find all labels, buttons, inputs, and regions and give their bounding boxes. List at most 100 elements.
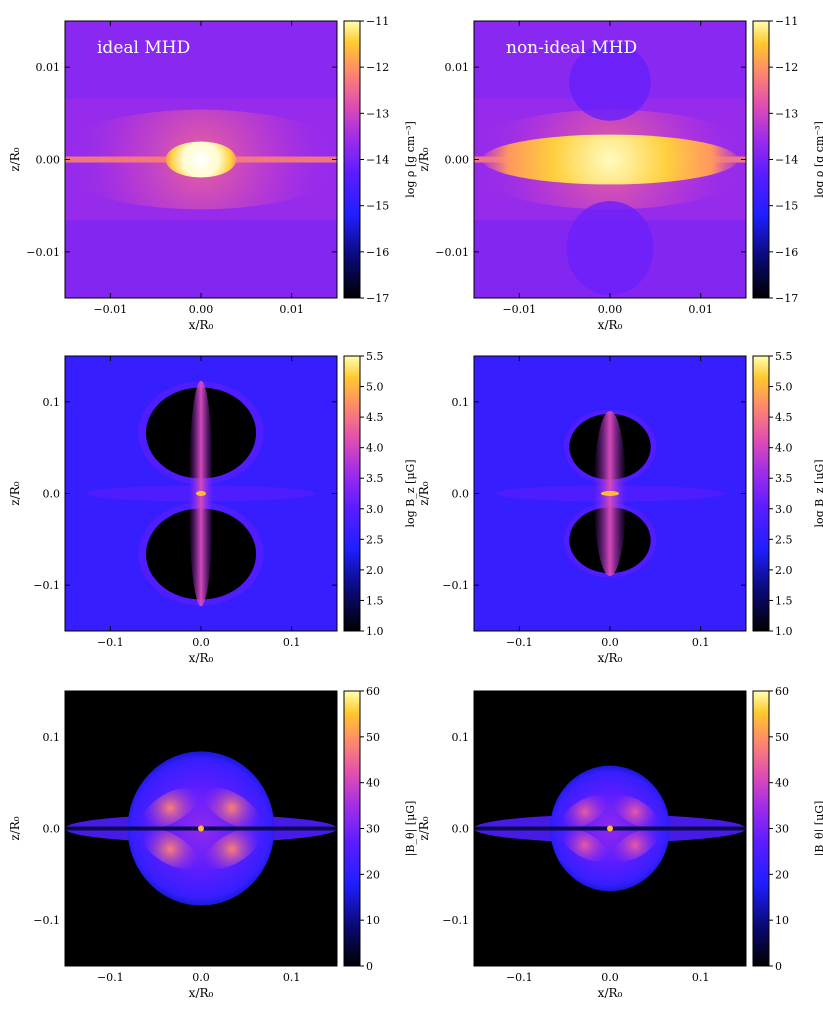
heatmap-image: [65, 691, 337, 966]
colorbar-tick-label: 3.0: [366, 503, 384, 516]
heatmap-image: [474, 21, 746, 298]
colorbar-tick-label: −12: [366, 61, 389, 74]
colorbar-tick-label: 40: [366, 777, 380, 790]
colorbar-tick-label: −12: [775, 61, 798, 74]
lower-right-lobe: [204, 829, 260, 870]
heatmap-image: [474, 356, 746, 631]
colorbar-label: |B_θ| [μG]: [404, 801, 418, 857]
x-tick-label: 0.0: [601, 971, 619, 984]
colorbar-tick-label: 10: [775, 914, 789, 927]
colorbar-tick-label: 1.0: [775, 625, 793, 638]
x-axis-label: x/R₀: [189, 986, 214, 1000]
colorbar-tick-label: 4.0: [366, 442, 384, 455]
colorbar-tick-label: 5.0: [366, 381, 384, 394]
panel-title: non-ideal MHD: [506, 38, 637, 58]
colorbar-tick-label: 2.5: [366, 533, 384, 546]
panel-bz-nonideal: −0.1 0.0 0.1 −0.1 0.0 0.1 x/R₀ z/R₀ 1.0 1.5 2.0 2.5…: [417, 350, 823, 665]
x-tick-label: −0.1: [97, 971, 124, 984]
panel-bz-ideal: −0.1 0.0 0.1 −0.1 0.0 0.1 x/R₀ z/R₀ 1.0 1.5 2.0 2.5…: [8, 350, 417, 665]
x-tick-label: 0.1: [692, 636, 710, 649]
x-tick-label: −0.01: [93, 303, 127, 316]
y-tick-label: 0.0: [452, 488, 470, 501]
colorbar-tick-label: 1.5: [775, 594, 793, 607]
x-axis-label: x/R₀: [598, 318, 623, 332]
colorbar-tick-label: 3.5: [366, 472, 384, 485]
central-spot: [198, 825, 204, 832]
x-tick-label: 0.01: [279, 303, 304, 316]
colorbar-tick-label: −14: [366, 154, 389, 167]
x-tick-label: 0.1: [692, 971, 710, 984]
x-tick-label: −0.1: [97, 636, 124, 649]
lower-envelope: [65, 220, 337, 298]
colorbar-tick-label: 50: [366, 731, 380, 744]
colorbar-tick-label: −15: [775, 200, 798, 213]
heatmap-image: [65, 21, 337, 298]
colorbar-tick-label: 4.5: [366, 411, 384, 424]
y-axis-label: z/R₀: [8, 816, 22, 840]
colorbar-tick-label: 50: [775, 731, 789, 744]
y-tick-label: −0.1: [33, 579, 60, 592]
lower-cavity: [566, 201, 654, 296]
lower-left-lobe: [142, 829, 198, 870]
colorbar-tick-label: 1.0: [366, 625, 384, 638]
y-axis-label: z/R₀: [8, 481, 22, 505]
colorbar-tick-label: −17: [366, 292, 389, 305]
panel-title: ideal MHD: [97, 38, 190, 58]
colorbar-tick-label: 1.5: [366, 594, 384, 607]
x-tick-label: −0.1: [506, 636, 533, 649]
colorbar: [752, 690, 770, 967]
colorbar-tick-label: 2.0: [775, 564, 793, 577]
x-tick-label: 0.0: [192, 971, 210, 984]
y-tick-label: 0.1: [452, 396, 470, 409]
x-tick-label: 0.1: [283, 971, 301, 984]
colorbar-label: log B_z [μG]: [813, 459, 823, 527]
x-axis-label: x/R₀: [598, 986, 623, 1000]
upper-left-lobe: [562, 795, 608, 829]
central-spot: [607, 825, 613, 832]
upper-envelope: [65, 21, 337, 99]
y-tick-label: −0.1: [442, 914, 469, 927]
extended-disc: [482, 134, 738, 185]
upper-right-lobe: [612, 795, 658, 829]
y-tick-label: −0.01: [26, 246, 60, 259]
y-axis-label: z/R₀: [417, 147, 431, 171]
colorbar-tick-label: 30: [366, 823, 380, 836]
y-tick-label: 0.0: [43, 823, 61, 836]
colorbar: [752, 20, 770, 299]
y-tick-label: 0.00: [445, 154, 470, 167]
x-axis-label: x/R₀: [598, 651, 623, 665]
colorbar: [343, 355, 361, 632]
colorbar: [343, 20, 361, 299]
colorbar-tick-label: 3.0: [775, 503, 793, 516]
y-axis-label: z/R₀: [8, 147, 22, 171]
heatmap-image: [474, 691, 746, 966]
x-axis-label: x/R₀: [189, 651, 214, 665]
colorbar-label: |B_θ| [μG]: [813, 801, 823, 857]
colorbar-tick-label: 5.5: [366, 350, 384, 363]
colorbar-label: log ρ [g cm⁻³]: [813, 121, 823, 198]
x-tick-label: 0.0: [601, 636, 619, 649]
y-tick-label: −0.01: [435, 246, 469, 259]
colorbar-tick-label: 20: [775, 868, 789, 881]
lower-left-lobe: [562, 828, 608, 862]
x-tick-label: −0.01: [502, 303, 536, 316]
colorbar-label: log B_z [μG]: [404, 459, 417, 527]
colorbar-tick-label: −17: [775, 292, 798, 305]
colorbar-tick-label: 0: [366, 960, 373, 973]
y-tick-label: 0.1: [43, 396, 61, 409]
colorbar-tick-label: −16: [775, 246, 798, 259]
x-tick-label: −0.1: [506, 971, 533, 984]
x-axis-label: x/R₀: [189, 318, 214, 332]
panel-btheta-nonideal: −0.1 0.0 0.1 −0.1 0.0 0.1 x/R₀ z/R₀ 0 10 20 30 40 50 6…: [417, 685, 823, 1000]
colorbar-tick-label: 2.0: [366, 564, 384, 577]
y-axis-label: z/R₀: [417, 816, 431, 840]
y-axis-label: z/R₀: [417, 481, 431, 505]
y-tick-label: 0.01: [445, 61, 470, 74]
upper-cavity: [569, 43, 651, 121]
colorbar-tick-label: 4.5: [775, 411, 793, 424]
colorbar-tick-label: −16: [366, 246, 389, 259]
colorbar-tick-label: −14: [775, 154, 798, 167]
colorbar-tick-label: 2.5: [775, 533, 793, 546]
y-tick-label: −0.1: [33, 914, 60, 927]
